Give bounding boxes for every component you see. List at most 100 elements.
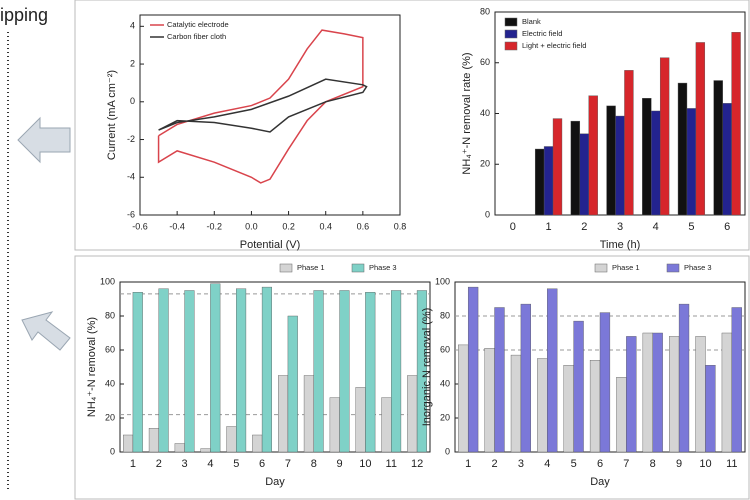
bar	[616, 377, 627, 453]
bar	[695, 42, 706, 216]
y-tick-label: 20	[480, 159, 490, 169]
x-axis-label: Time (h)	[600, 239, 641, 251]
y-tick-label: 80	[480, 6, 490, 16]
y-tick-label: -6	[127, 209, 135, 219]
bar	[278, 375, 289, 453]
bar	[547, 288, 558, 453]
bar	[579, 133, 589, 216]
legend-label: Electric field	[522, 29, 562, 38]
x-tick-label: 5	[688, 221, 694, 233]
bar	[520, 303, 531, 453]
bar	[261, 286, 272, 453]
x-tick-label: 10	[359, 458, 371, 470]
bar	[731, 32, 741, 216]
x-axis-label: Day	[590, 476, 610, 488]
bar	[148, 428, 159, 453]
legend-swatch	[279, 263, 293, 273]
legend-swatch	[594, 263, 608, 273]
x-tick-label: 1	[465, 458, 471, 470]
x-tick-label: 8	[650, 458, 656, 470]
bar	[563, 365, 574, 453]
bar	[552, 118, 563, 216]
bar	[570, 120, 581, 216]
plot-frame	[119, 281, 431, 453]
legend-swatch	[351, 263, 365, 273]
y-axis-label: Inorganic N removal (%)	[421, 308, 433, 427]
bar	[467, 286, 479, 453]
x-tick-label: 0.6	[357, 221, 370, 231]
x-tick-label: 6	[597, 458, 603, 470]
legend-swatch	[504, 29, 518, 39]
legend-label: Carbon fiber cloth	[167, 32, 226, 41]
bar	[494, 307, 505, 453]
bar	[731, 307, 742, 453]
legend-swatch	[504, 41, 518, 51]
x-tick-label: 8	[311, 458, 317, 470]
bar	[626, 336, 637, 453]
x-tick-label: 9	[676, 458, 682, 470]
y-axis-label: NH₄⁺-N removal rate (%)	[461, 52, 473, 174]
x-tick-label: 11	[726, 458, 737, 470]
legend-label: Phase 1	[612, 263, 640, 272]
y-axis-label: NH₄⁺-N removal (%)	[86, 317, 98, 417]
x-tick-label: 3	[617, 221, 623, 233]
bar	[705, 365, 716, 453]
x-tick-label: 0	[510, 221, 516, 233]
x-tick-label: 0.2	[282, 221, 295, 231]
x-tick-label: 6	[724, 221, 730, 233]
bar	[303, 375, 314, 453]
x-tick-label: 7	[285, 458, 291, 470]
x-tick-label: 12	[411, 458, 423, 470]
bottom-frame	[74, 255, 750, 500]
y-tick-label: -2	[127, 134, 135, 144]
x-tick-label: 5	[571, 458, 577, 470]
legend-swatch	[666, 263, 680, 273]
bar	[588, 95, 598, 216]
y-tick-label: 60	[440, 344, 450, 354]
bar	[123, 434, 134, 453]
y-tick-label: 100	[100, 276, 115, 286]
bar	[651, 110, 661, 216]
bar	[642, 98, 652, 216]
x-tick-label: 10	[699, 458, 711, 470]
x-tick-label: 0.0	[245, 221, 258, 231]
y-tick-label: 40	[105, 378, 115, 388]
bar	[599, 312, 611, 453]
x-tick-label: 3	[182, 458, 188, 470]
bar	[287, 315, 298, 453]
y-tick-label: 60	[105, 344, 115, 354]
bar	[624, 70, 634, 216]
bar	[510, 354, 522, 453]
bar	[713, 80, 723, 216]
y-tick-label: 0	[445, 446, 450, 456]
x-tick-label: 1	[546, 221, 552, 233]
bar	[537, 358, 548, 453]
legend-label: Light + electric field	[522, 41, 586, 50]
y-tick-label: 20	[440, 412, 450, 422]
bar	[236, 288, 247, 453]
bar	[678, 303, 690, 453]
x-tick-label: 3	[518, 458, 524, 470]
y-tick-label: 100	[435, 276, 450, 286]
bar	[210, 283, 221, 453]
bar	[158, 288, 169, 453]
x-tick-label: -0.2	[207, 221, 223, 231]
bar	[391, 290, 402, 453]
x-tick-label: 4	[544, 458, 550, 470]
y-tick-label: 20	[105, 412, 115, 422]
legend-label: Catalytic electrode	[167, 20, 229, 29]
bar	[543, 146, 554, 216]
x-tick-label: 2	[581, 221, 587, 233]
legend-swatch	[504, 17, 518, 27]
bar	[329, 397, 340, 453]
bar	[339, 290, 350, 453]
bar	[226, 426, 237, 453]
y-tick-label: 40	[480, 108, 490, 118]
bar	[606, 105, 616, 216]
x-axis-label: Potential (V)	[240, 239, 301, 251]
y-axis-label: Current (mA cm⁻²)	[106, 70, 118, 160]
legend-label: Blank	[522, 17, 541, 26]
x-tick-label: 1	[130, 458, 136, 470]
arrow	[21, 311, 71, 351]
